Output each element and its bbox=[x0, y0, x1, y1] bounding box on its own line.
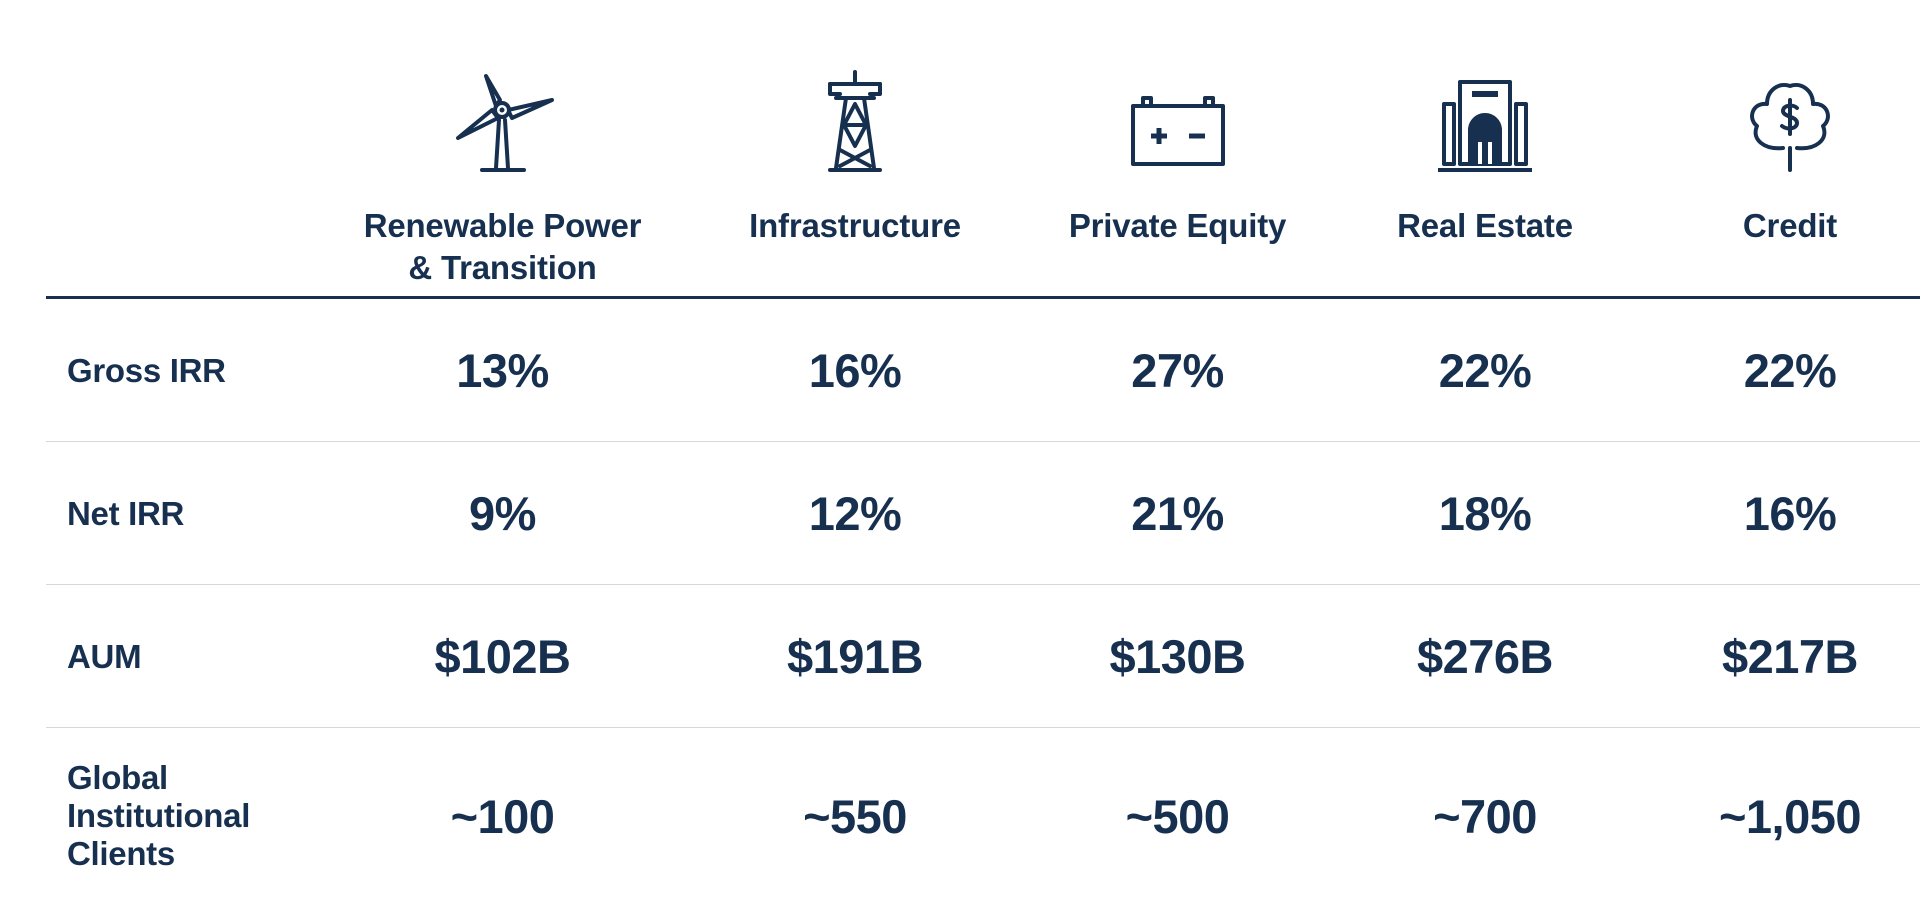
row-divider bbox=[46, 584, 1920, 585]
table-cell: $276B bbox=[1417, 630, 1554, 683]
table-cell: ~100 bbox=[450, 789, 555, 843]
table-cell: 12% bbox=[808, 487, 902, 540]
column-label: Private Equity bbox=[1068, 207, 1287, 244]
row-label: Gross IRR bbox=[67, 351, 226, 389]
table-row-global-institutional-clients: Global Institutional Clients ~100 ~550 ~… bbox=[46, 728, 1920, 904]
column-label: Real Estate bbox=[1397, 207, 1573, 244]
table-cell: $191B bbox=[787, 630, 924, 683]
table-row-aum: AUM $102B $191B $130B $276B $217B bbox=[46, 585, 1920, 728]
column-label: Renewable Power & Transition bbox=[363, 207, 642, 286]
table-cell: 22% bbox=[1438, 344, 1532, 397]
column-header-real-estate: Real Estate bbox=[1360, 0, 1610, 296]
table-cell: 16% bbox=[808, 344, 902, 397]
table-cell: 16% bbox=[1743, 487, 1837, 540]
table-cell: $130B bbox=[1109, 630, 1247, 683]
table-cell: 13% bbox=[456, 344, 549, 397]
row-label: Net IRR bbox=[67, 494, 185, 532]
table-row-net-irr: Net IRR 9% 12% 21% 18% 16% bbox=[46, 442, 1920, 585]
row-label: AUM bbox=[67, 637, 142, 675]
column-label: Credit bbox=[1742, 207, 1838, 244]
building-icon bbox=[1430, 70, 1540, 180]
table-cell: $102B bbox=[434, 630, 572, 683]
table-cell: 22% bbox=[1743, 344, 1837, 397]
table-cell: ~1,050 bbox=[1718, 789, 1862, 843]
column-header-renewable-power: Renewable Power & Transition bbox=[345, 0, 660, 296]
row-divider bbox=[46, 441, 1920, 442]
battery-icon bbox=[1123, 70, 1233, 180]
table-row-gross-irr: Gross IRR 13% 16% 27% 22% 22% bbox=[46, 299, 1920, 442]
wind-turbine-icon bbox=[448, 70, 558, 180]
column-header-private-equity: Private Equity bbox=[1045, 0, 1310, 296]
column-header-infrastructure: Infrastructure bbox=[715, 0, 995, 296]
table-cell: 21% bbox=[1131, 487, 1224, 540]
table-cell: ~500 bbox=[1125, 789, 1230, 843]
table-cell: 27% bbox=[1131, 344, 1224, 397]
table-cell: 18% bbox=[1438, 487, 1532, 540]
header-divider bbox=[46, 296, 1920, 299]
table-cell: ~550 bbox=[803, 789, 907, 843]
row-label: Global Institutional Clients bbox=[67, 759, 251, 872]
row-divider bbox=[46, 727, 1920, 728]
table-cell: 9% bbox=[469, 487, 536, 540]
money-tree-icon bbox=[1735, 70, 1845, 180]
transmission-tower-icon bbox=[800, 70, 910, 180]
table-cell: $217B bbox=[1722, 630, 1859, 683]
column-header-credit: Credit bbox=[1680, 0, 1900, 296]
column-label: Infrastructure bbox=[749, 207, 961, 244]
table-cell: ~700 bbox=[1433, 789, 1537, 843]
